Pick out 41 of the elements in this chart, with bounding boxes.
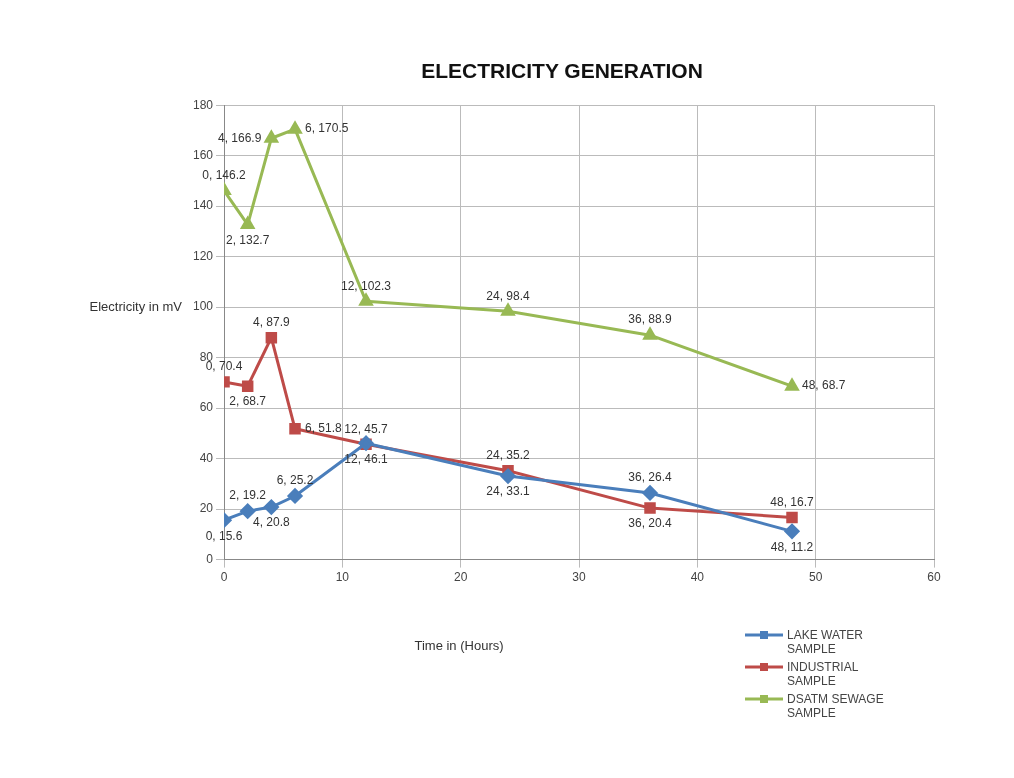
y-tick-label: 100 xyxy=(192,299,214,314)
y-tick-label: 60 xyxy=(199,400,214,415)
data-label: 4, 87.9 xyxy=(253,315,291,330)
x-tick-label: 20 xyxy=(454,570,468,585)
y-tick-label: 20 xyxy=(199,501,214,516)
x-tick-label: 10 xyxy=(335,570,350,585)
data-label: 6, 25.2 xyxy=(276,473,314,488)
legend-label: INDUSTRIAL SAMPLE xyxy=(787,660,859,688)
data-label: 4, 20.8 xyxy=(253,515,291,530)
data-label: 12, 102.3 xyxy=(340,278,392,293)
y-axis-title: Electricity in mV xyxy=(89,298,183,314)
data-label: 2, 68.7 xyxy=(229,394,267,409)
data-label: 2, 132.7 xyxy=(226,232,270,247)
data-label: 24, 98.4 xyxy=(486,288,531,303)
data-label: 48, 16.7 xyxy=(770,494,815,509)
data-label: 24, 35.2 xyxy=(486,448,531,463)
x-tick-label: 50 xyxy=(808,570,823,585)
x-tick-label: 0 xyxy=(220,570,228,585)
data-label: 36, 88.9 xyxy=(628,312,673,327)
data-label: 36, 20.4 xyxy=(628,516,673,531)
data-label: 12, 45.7 xyxy=(344,421,389,436)
y-tick-label: 160 xyxy=(192,148,214,162)
x-tick-label: 30 xyxy=(572,570,586,585)
data-label: 2, 19.2 xyxy=(229,488,267,503)
data-label: 6, 170.5 xyxy=(305,121,349,136)
y-tick-label: 40 xyxy=(199,450,214,465)
x-tick-label: 60 xyxy=(927,570,941,585)
data-label: 48, 68.7 xyxy=(802,378,846,393)
y-tick-label: 180 xyxy=(192,97,214,112)
y-tick-label: 140 xyxy=(192,198,214,213)
data-label: 48, 11.2 xyxy=(770,539,814,554)
y-tick-label: 0 xyxy=(206,551,214,566)
x-axis-title: Time in (Hours) xyxy=(414,637,504,653)
data-label: 12, 46.1 xyxy=(344,451,389,466)
legend-label: DSATM SEWAGE SAMPLE xyxy=(787,692,885,720)
data-label: 36, 26.4 xyxy=(628,470,673,485)
x-tick-label: 40 xyxy=(690,570,705,585)
chart-title: ELECTRICITY GENERATION xyxy=(421,59,703,83)
data-label: 24, 33.1 xyxy=(486,484,531,499)
legend-label: LAKE WATER SAMPLE xyxy=(787,628,864,656)
y-tick-label: 120 xyxy=(192,248,214,263)
